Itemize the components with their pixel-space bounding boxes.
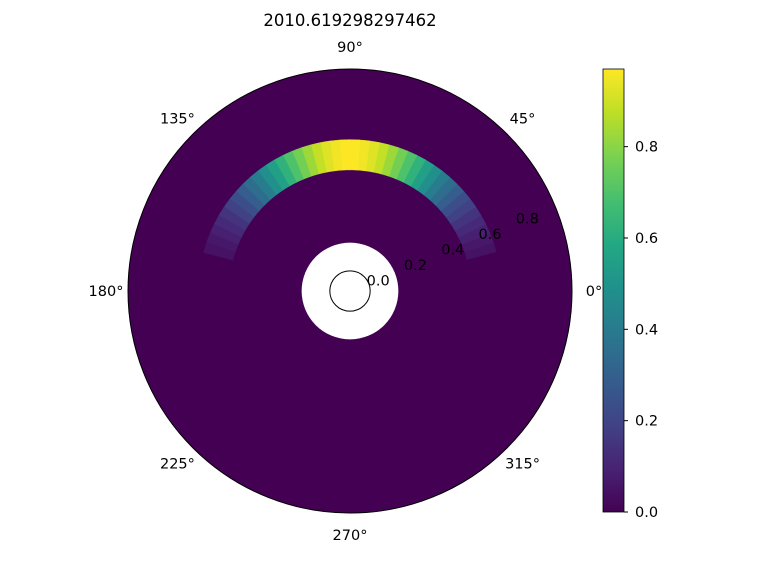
theta-tick-label: 135°	[160, 111, 195, 127]
radial-tick-labels: 0.0 0.2 0.4 0.6 0.8	[367, 211, 539, 289]
colorbar-tick-label: 0.6	[635, 231, 658, 247]
theta-tick-labels: 0° 45° 90° 135° 180° 225° 270° 315°	[89, 40, 603, 544]
colorbar-ticks: 0.0 0.2 0.4 0.6 0.8	[624, 140, 658, 521]
colorbar-tick-label: 0.8	[635, 140, 658, 156]
origin-circle	[329, 270, 371, 312]
theta-tick-label: 90°	[337, 40, 363, 56]
polar-axes	[127, 68, 573, 514]
masked-center	[301, 242, 399, 340]
radial-tick-label: 0.4	[441, 242, 464, 258]
theta-tick-label: 0°	[586, 284, 602, 300]
heatmap-cell	[203, 242, 236, 261]
theta-tick-label: 270°	[333, 528, 368, 544]
heatmap-cell	[349, 139, 361, 171]
radial-tick-label: 0.2	[404, 258, 427, 274]
colorbar-tick-label: 0.0	[635, 505, 658, 521]
chart-title: 2010.619298297462	[263, 11, 436, 30]
colorbar-tick-label: 0.4	[635, 322, 658, 338]
theta-tick-label: 180°	[89, 284, 124, 300]
radial-tick-label: 0.8	[516, 211, 539, 227]
radial-tick-label: 0.0	[367, 273, 390, 289]
theta-tick-label: 225°	[160, 457, 195, 473]
theta-tick-label: 315°	[505, 457, 540, 473]
colorbar	[602, 68, 625, 513]
theta-tick-label: 45°	[510, 111, 536, 127]
colorbar-tick-label: 0.2	[635, 414, 658, 430]
polar-spine	[127, 68, 573, 514]
radial-tick-label: 0.6	[479, 227, 502, 243]
